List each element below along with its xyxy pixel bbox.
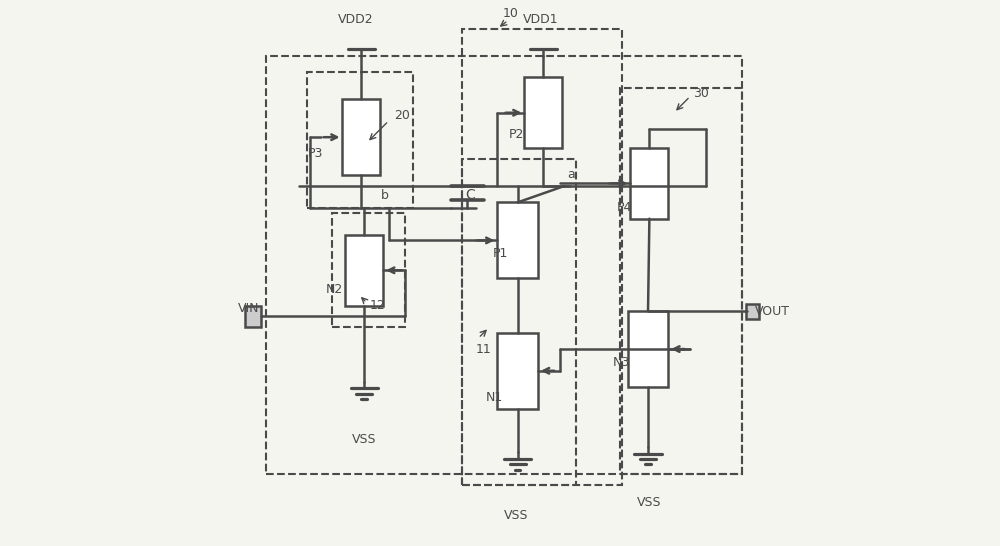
Text: VDD2: VDD2 bbox=[338, 13, 374, 26]
Bar bbox=[307, 72, 413, 208]
Bar bbox=[497, 203, 538, 278]
Text: 30: 30 bbox=[693, 87, 709, 100]
Text: VDD1: VDD1 bbox=[523, 13, 559, 26]
Text: P2: P2 bbox=[509, 128, 524, 141]
Bar bbox=[462, 159, 576, 485]
Text: P4: P4 bbox=[617, 201, 632, 215]
Text: 20: 20 bbox=[394, 109, 410, 122]
Text: 12: 12 bbox=[370, 299, 385, 312]
Text: N1: N1 bbox=[485, 391, 503, 405]
Bar bbox=[332, 213, 405, 327]
Text: C: C bbox=[465, 188, 475, 203]
Text: VOUT: VOUT bbox=[755, 305, 790, 318]
Text: P1: P1 bbox=[493, 247, 508, 260]
Text: a: a bbox=[567, 168, 575, 181]
Bar bbox=[620, 88, 742, 474]
Text: VSS: VSS bbox=[504, 509, 529, 523]
Text: 10: 10 bbox=[503, 8, 519, 20]
Bar bbox=[342, 99, 380, 175]
Bar bbox=[266, 56, 742, 474]
Bar bbox=[497, 333, 538, 409]
Bar bbox=[524, 78, 562, 148]
Bar bbox=[345, 235, 383, 306]
Text: 11: 11 bbox=[476, 342, 491, 355]
Text: N3: N3 bbox=[613, 356, 630, 369]
Bar bbox=[628, 311, 668, 387]
Bar bbox=[462, 28, 622, 485]
Text: VIN: VIN bbox=[238, 302, 260, 315]
Bar bbox=[630, 148, 668, 219]
Bar bbox=[245, 306, 261, 327]
Text: P3: P3 bbox=[308, 147, 323, 160]
Text: VSS: VSS bbox=[352, 433, 376, 446]
Text: b: b bbox=[381, 189, 389, 203]
Bar bbox=[746, 304, 759, 319]
Text: N2: N2 bbox=[326, 283, 343, 296]
Text: VSS: VSS bbox=[637, 496, 662, 509]
